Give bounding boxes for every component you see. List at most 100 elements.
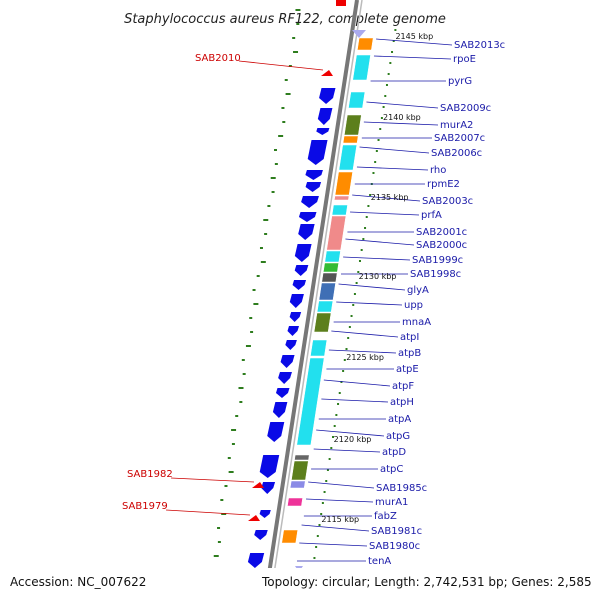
red-leader [238, 60, 324, 71]
label-leader [316, 429, 385, 437]
kbp-label: 2130 kbp [359, 272, 397, 281]
cds-arrow [307, 140, 328, 165]
gene-block [287, 497, 303, 507]
gene-label: atpI [400, 332, 419, 343]
cds-arrow [280, 355, 295, 368]
cds-arrow [289, 294, 304, 308]
gene-block [316, 300, 334, 313]
gene-label: atpA [388, 414, 411, 425]
cds-arrow [316, 128, 330, 135]
gene-label: SAB2000c [416, 240, 467, 251]
cds-arrow [298, 212, 317, 222]
gene-label: prfA [421, 210, 442, 221]
gene-label: atpE [396, 364, 419, 375]
cds-arrow [301, 196, 319, 208]
gene-label: tenA [368, 556, 391, 567]
gene-label: atpB [398, 348, 421, 359]
kbp-label: 2135 kbp [371, 193, 409, 202]
gene-label: murA2 [440, 120, 473, 131]
kbp-label: 2140 kbp [383, 113, 421, 122]
label-leader [336, 301, 403, 306]
gene-label: murA1 [375, 497, 408, 508]
gene-label: SAB1980c [369, 541, 420, 552]
cds-arrow [272, 402, 288, 418]
gene-label: rpoE [453, 54, 476, 65]
label-leader [338, 283, 406, 291]
gene-labels: SAB2013c rpoE pyrG SAB2009c murA2 SAB2007c SAB… [368, 40, 505, 567]
gene-block [324, 250, 341, 263]
label-leader [328, 349, 397, 354]
red-arrow [321, 70, 333, 76]
gene-block [318, 282, 336, 301]
gene-block [323, 262, 339, 273]
label-leader [345, 238, 415, 246]
label-leader [308, 481, 375, 489]
gene-label: atpH [390, 397, 414, 408]
label-leader [350, 211, 420, 216]
cds-arrow [298, 224, 315, 240]
gene-label: mnaA [402, 317, 431, 328]
gene-block [348, 91, 366, 109]
gene-block [334, 195, 350, 201]
label-leader [313, 448, 381, 453]
label-leader [356, 166, 429, 171]
gene-block [321, 272, 338, 283]
label-leader [373, 55, 452, 60]
gene-block [326, 215, 347, 251]
cds-arrow [292, 280, 307, 290]
gene-label: atpG [386, 431, 410, 442]
label-leader [299, 542, 368, 547]
gene-label: upp [404, 300, 423, 311]
cds-arrow [294, 244, 312, 262]
red-leader [165, 509, 251, 516]
label-leader [301, 524, 370, 532]
cds-arrow [287, 326, 300, 336]
kbp-label: 2125 kbp [346, 353, 384, 362]
label-leader [363, 121, 439, 126]
gene-block [352, 54, 371, 81]
label-leader [366, 101, 439, 109]
red-label: SAB2010 [195, 53, 241, 64]
kbp-label: 2145 kbp [395, 32, 433, 41]
cds-arrow [289, 312, 302, 322]
topology-text: Topology: circular; Length: 2,742,531 bp… [261, 575, 592, 589]
genome-backbone [263, 0, 359, 600]
gc-ticks [206, 9, 301, 599]
cds-arrow [278, 372, 292, 384]
gene-label: fabZ [374, 511, 397, 522]
gene-label: SAB2003c [422, 196, 473, 207]
map-title: Staphylococcus aureus RF122, complete ge… [124, 12, 446, 27]
gene-block [334, 171, 353, 196]
cds-arrow [305, 182, 322, 192]
red-block [336, 0, 346, 6]
gene-label: pyrG [448, 76, 472, 87]
cds-arrow [259, 455, 280, 478]
label-leader [376, 38, 453, 46]
gene-block [289, 480, 306, 489]
gene-label: SAB2007c [434, 133, 485, 144]
label-leader [321, 398, 389, 403]
gene-label: SAB1999c [412, 255, 463, 266]
label-leader [323, 379, 391, 387]
gene-block [296, 357, 325, 446]
red-arrow [248, 515, 260, 521]
gene-label: SAB1981c [371, 526, 422, 537]
cds-arrow [247, 553, 265, 568]
gene-block [357, 37, 374, 51]
gene-block [294, 454, 310, 461]
red-label: SAB1979 [122, 501, 168, 512]
gene-label: rpmE2 [427, 179, 460, 190]
cds-arrow [275, 388, 290, 398]
genome-backbone-shadow [269, 0, 363, 600]
gene-block [313, 312, 332, 333]
gene-block [281, 529, 299, 544]
red-label: SAB1982 [127, 469, 173, 480]
cds-arrow [317, 108, 333, 125]
gene-label: SAB1998c [410, 269, 461, 280]
gene-block [310, 339, 328, 357]
cds-arrow [261, 482, 276, 494]
accession-text: Accession: NC_007622 [10, 575, 146, 589]
gene-label: SAB2006c [431, 148, 482, 159]
